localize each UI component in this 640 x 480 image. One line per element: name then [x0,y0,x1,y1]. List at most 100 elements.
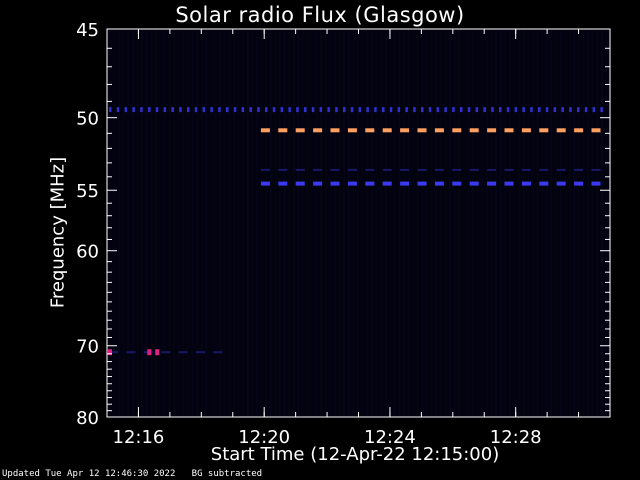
x-axis: 12:16 12:20 12:24 12:28 [113,29,580,448]
emission-mark [467,107,471,113]
x-tick-label: 12:24 [364,427,416,448]
noise-stripe [343,30,345,416]
emission-mark [179,107,182,113]
emission-mark [469,181,479,186]
emission-mark [397,107,401,113]
noise-stripe [601,30,603,416]
emission-mark [109,107,112,113]
emission-mark [469,128,479,133]
noise-stripe [164,30,166,416]
emission-mark [434,168,444,171]
noise-stripe [592,30,594,416]
emission-mark [504,168,514,171]
noise-stripe [279,30,281,416]
noise-stripe [486,30,488,416]
noise-stripe [467,30,470,416]
emission-mark [295,181,305,186]
footer-status: Updated Tue Apr 12 12:46:30 2022 BG subt… [2,469,263,479]
noise-stripe [375,30,378,416]
noise-stripe [201,30,203,416]
noise-stripe [458,30,460,416]
x-tick-label: 12:20 [238,427,290,448]
emission-mark [417,128,427,133]
emission-mark [178,351,188,354]
y-tick-label: 60 [76,242,99,263]
noise-stripe [403,30,405,416]
noise-stripe [596,30,598,416]
emission-mark [600,107,603,113]
noise-stripe [325,30,327,416]
noise-stripe [463,30,465,416]
y-tick-label: 45 [76,20,99,41]
noise-stripe [366,30,368,416]
emission-mark [347,128,357,133]
noise-stripe [237,30,240,416]
emission-mark [569,107,572,113]
x-axis-label: Start Time (12-Apr-22 12:15:00) [210,444,500,465]
emission-mark [382,107,385,113]
emission-mark [487,168,497,171]
emission-mark [210,107,213,113]
emission-mark [561,107,564,113]
noise-stripe [196,30,198,416]
emission-mark [347,181,357,186]
y-tick-label: 80 [76,408,99,429]
emission-mark [522,107,525,113]
noise-stripe [477,30,479,416]
emission-mark [487,128,497,133]
noise-stripe [495,30,497,416]
emission-mark [327,107,330,113]
noise-stripe [270,30,272,416]
emission-mark [350,107,354,113]
emission-mark [452,107,455,113]
emission-mark [491,107,494,113]
emission-mark [591,128,601,133]
emission-mark [382,181,392,186]
noise-stripe [357,30,359,416]
emission-mark [109,351,118,354]
noise-stripe [173,30,175,416]
emission-mark [260,181,270,186]
emission-mark [469,168,479,171]
emission-mark [365,181,375,186]
noise-stripe [481,30,483,416]
emission-mark [278,128,288,133]
emission-mark [413,107,416,113]
emission-mark [389,107,393,113]
emission-mark [365,128,375,133]
noise-stripe [145,30,148,416]
noise-stripe [444,30,447,416]
noise-stripe [605,30,608,416]
noise-stripe [394,30,396,416]
noise-stripe [302,30,304,416]
noise-stripe [431,30,433,416]
emission-mark [194,107,198,113]
noise-stripe [329,30,332,416]
emission-mark [163,107,167,113]
x-tick-label: 12:16 [113,427,165,448]
emission-mark [434,181,444,186]
noise-stripe [293,30,295,416]
emission-mark [452,128,462,133]
hot-spots [108,349,160,356]
emission-mark [295,128,305,133]
noise-stripe [122,30,125,416]
noise-stripe [371,30,373,416]
emission-mark [499,107,502,113]
noise-stripe [518,30,520,416]
y-tick-label: 55 [76,181,99,202]
emission-mark [374,107,377,113]
y-tick-label: 50 [76,109,99,130]
noise-stripe [500,30,502,416]
emission-mark [591,181,601,186]
hot-spot [147,349,152,356]
emission-mark [343,107,346,113]
noise-stripe [109,30,111,416]
noise-stripe [426,30,428,416]
noise-stripe [136,30,138,416]
emission-mark [400,168,410,171]
noise-stripe [132,30,134,416]
emission-mark [330,168,340,171]
y-tick-label: 70 [76,337,99,358]
